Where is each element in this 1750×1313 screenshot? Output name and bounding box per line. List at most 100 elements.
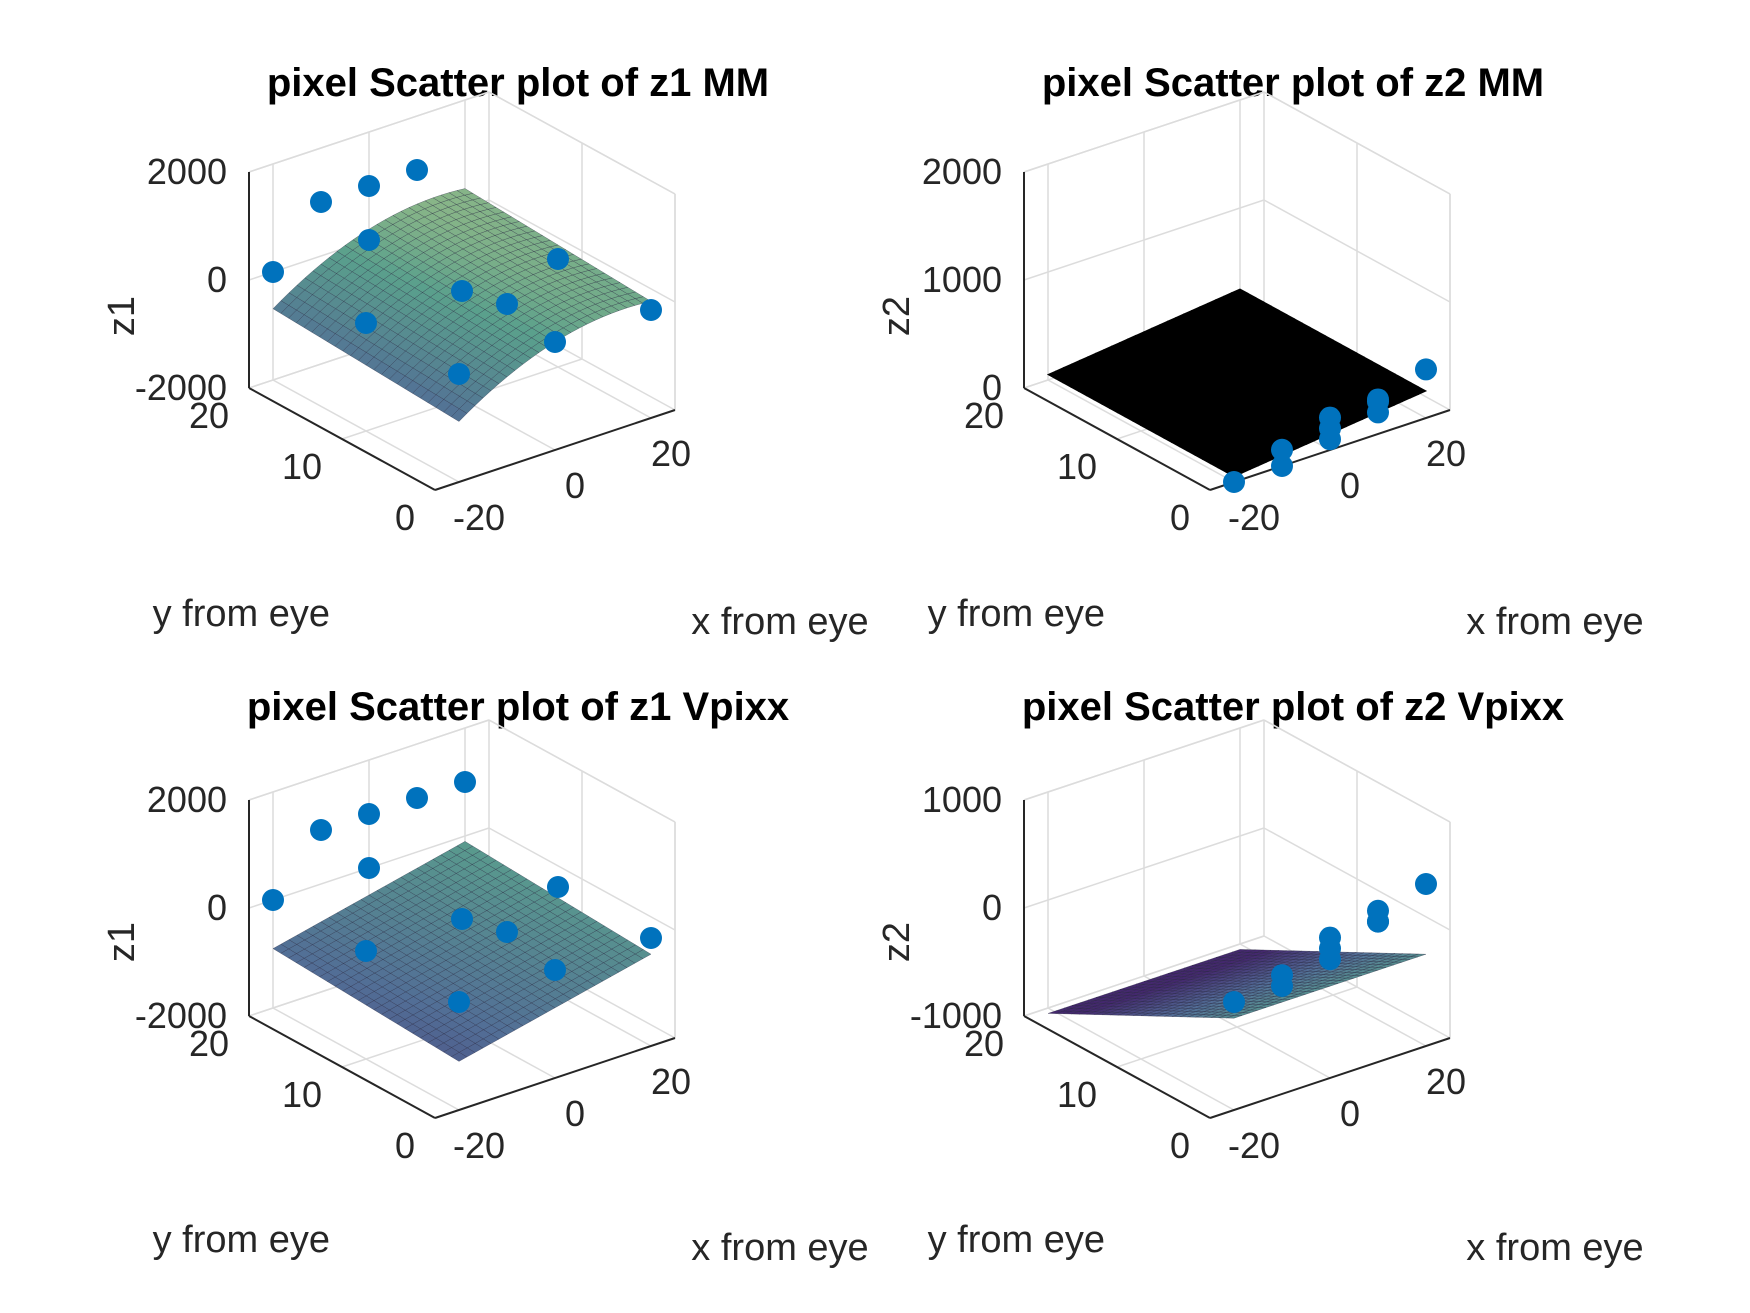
z-tick-label: 0 xyxy=(982,887,1002,928)
chart-title: pixel Scatter plot of z2 Vpixx xyxy=(1022,685,1564,729)
box-edge xyxy=(488,91,676,195)
data-point xyxy=(448,991,470,1013)
z-tick-label: -2000 xyxy=(135,995,227,1036)
y-axis-label: y from eye xyxy=(153,1219,330,1261)
y-tick-label: 0 xyxy=(1170,497,1190,538)
subplot-z2-vpixx: pixel Scatter plot of z2 Vpixx -20 0 20 0 10… xyxy=(876,685,1644,1269)
data-point xyxy=(544,959,566,981)
data-point xyxy=(451,908,473,930)
data-point xyxy=(1415,873,1437,895)
grid-line xyxy=(1263,827,1451,931)
x-tick-label: -20 xyxy=(453,497,505,538)
data-point xyxy=(448,363,470,385)
surface-cell xyxy=(456,188,474,196)
z-tick-label: 0 xyxy=(982,367,1002,408)
y-tick-label: 10 xyxy=(282,1074,322,1115)
x-tick-label: -20 xyxy=(1228,497,1280,538)
z-tick-label: 0 xyxy=(207,887,227,928)
grid-line xyxy=(1023,827,1265,909)
x-tick-label: 20 xyxy=(1426,433,1466,474)
x-tick-label: -20 xyxy=(1228,1125,1280,1166)
data-point xyxy=(1223,991,1245,1013)
chart-title: pixel Scatter plot of z1 MM xyxy=(267,61,769,105)
box-edge xyxy=(1023,719,1265,801)
data-point xyxy=(310,819,332,841)
x-tick-label: 20 xyxy=(651,1061,691,1102)
x-axis-label: x from eye xyxy=(691,601,868,643)
grid-line xyxy=(1263,199,1451,303)
z-axis-label: z1 xyxy=(101,922,143,962)
z-tick-label: -1000 xyxy=(910,995,1002,1036)
z-tick-label: 2000 xyxy=(147,779,227,820)
y-axis-line xyxy=(248,1015,436,1119)
z-tick-label: 1000 xyxy=(922,259,1002,300)
x-tick-label: 0 xyxy=(565,465,585,506)
grid-line xyxy=(488,827,676,931)
y-tick-label: 0 xyxy=(395,1125,415,1166)
data-point xyxy=(1319,926,1341,949)
x-axis-line xyxy=(434,409,676,491)
chart-title: pixel Scatter plot of z2 MM xyxy=(1042,61,1544,105)
data-point xyxy=(355,940,377,962)
z-axis-label: z2 xyxy=(876,296,918,336)
data-point xyxy=(547,248,569,270)
y-axis-label: y from eye xyxy=(928,593,1105,635)
data-point xyxy=(358,803,380,825)
data-point xyxy=(1319,406,1341,429)
x-axis-label: x from eye xyxy=(691,1227,868,1269)
y-tick-label: 10 xyxy=(1057,446,1097,487)
box-edge xyxy=(248,91,490,173)
subplot-z2-mm: pixel Scatter plot of z2 MM -20020010200… xyxy=(876,61,1644,643)
x-tick-label: -20 xyxy=(453,1125,505,1166)
z-axis-label: z2 xyxy=(876,922,918,962)
data-point xyxy=(1367,390,1389,413)
data-point xyxy=(355,312,377,334)
y-axis-label: y from eye xyxy=(928,1219,1105,1261)
surface-cell xyxy=(1230,288,1249,298)
data-point xyxy=(1415,358,1437,381)
data-point xyxy=(1367,910,1389,933)
y-axis-line xyxy=(248,387,436,491)
data-point xyxy=(496,921,518,943)
y-axis-line xyxy=(1023,1015,1211,1119)
y-axis-label: y from eye xyxy=(153,593,330,635)
y-tick-label: 10 xyxy=(282,446,322,487)
grid-line xyxy=(488,199,676,303)
data-point xyxy=(544,331,566,353)
data-point xyxy=(1271,964,1293,987)
data-point xyxy=(454,771,476,793)
chart-title: pixel Scatter plot of z1 Vpixx xyxy=(247,685,789,729)
box-edge xyxy=(1023,91,1265,173)
z-tick-label: 2000 xyxy=(147,151,227,192)
box-edge xyxy=(248,719,490,801)
data-point xyxy=(358,229,380,251)
grid-line xyxy=(1023,199,1265,281)
data-point xyxy=(1223,471,1245,493)
z-tick-label: -2000 xyxy=(135,367,227,408)
data-point xyxy=(406,787,428,809)
data-point xyxy=(640,299,662,321)
z-tick-label: 0 xyxy=(207,259,227,300)
box-edge xyxy=(1263,719,1451,823)
data-point xyxy=(406,159,428,181)
x-tick-label: 20 xyxy=(1426,1061,1466,1102)
data-point xyxy=(451,280,473,302)
x-tick-label: 0 xyxy=(1340,465,1360,506)
surface-cell xyxy=(456,841,474,851)
x-axis-line xyxy=(434,1037,676,1119)
z-tick-label: 2000 xyxy=(922,151,1002,192)
grid-line xyxy=(1116,986,1358,1068)
y-tick-label: 20 xyxy=(189,395,229,436)
x-tick-label: 0 xyxy=(565,1093,585,1134)
data-point xyxy=(310,191,332,213)
x-axis-line xyxy=(1209,1037,1451,1119)
x-tick-label: 20 xyxy=(651,433,691,474)
y-tick-label: 10 xyxy=(1057,1074,1097,1115)
surface-cell xyxy=(1231,949,1248,953)
z-tick-label: 1000 xyxy=(922,779,1002,820)
subplot-z1-mm: pixel Scatter plot of z1 MM -2002001020-… xyxy=(101,61,869,643)
y-tick-label: 20 xyxy=(964,395,1004,436)
surface-mesh xyxy=(272,188,652,422)
